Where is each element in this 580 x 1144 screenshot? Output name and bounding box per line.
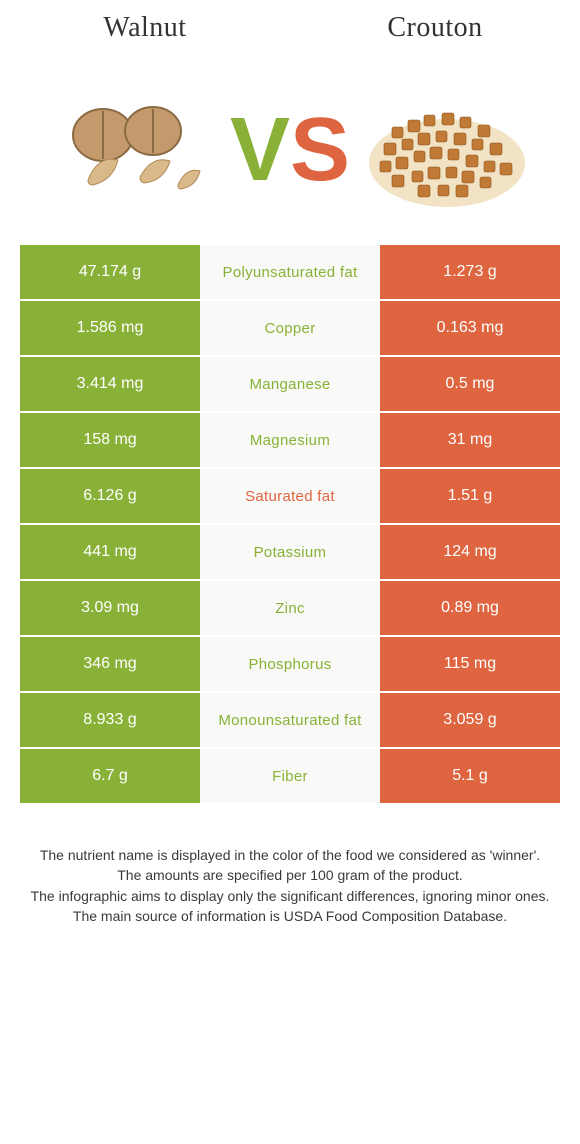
vs-s: S: [290, 100, 350, 200]
right-value: 115 mg: [380, 637, 560, 691]
title-left: Walnut: [0, 12, 290, 44]
nutrient-name: Potassium: [200, 525, 380, 579]
left-value: 346 mg: [20, 637, 200, 691]
footnote-line: The main source of information is USDA F…: [30, 906, 550, 926]
table-row: 47.174 gPolyunsaturated fat1.273 g: [20, 245, 560, 299]
left-value: 6.7 g: [20, 749, 200, 803]
footnote-line: The nutrient name is displayed in the co…: [30, 845, 550, 865]
table-row: 158 mgMagnesium31 mg: [20, 413, 560, 467]
right-value: 1.51 g: [380, 469, 560, 523]
comparison-table: 47.174 gPolyunsaturated fat1.273 g1.586 …: [0, 245, 580, 803]
nutrient-name: Phosphorus: [200, 637, 380, 691]
header-image-row: VS: [0, 55, 580, 245]
table-row: 6.126 gSaturated fat1.51 g: [20, 469, 560, 523]
table-row: 8.933 gMonounsaturated fat3.059 g: [20, 693, 560, 747]
left-value: 3.09 mg: [20, 581, 200, 635]
left-value: 1.586 mg: [20, 301, 200, 355]
nutrient-name: Monounsaturated fat: [200, 693, 380, 747]
right-value: 31 mg: [380, 413, 560, 467]
right-value: 1.273 g: [380, 245, 560, 299]
left-value: 47.174 g: [20, 245, 200, 299]
nutrient-name: Polyunsaturated fat: [200, 245, 380, 299]
vs-v: V: [230, 100, 290, 200]
nutrient-name: Magnesium: [200, 413, 380, 467]
table-row: 3.414 mgManganese0.5 mg: [20, 357, 560, 411]
crouton-image: [362, 85, 532, 215]
title-row: Walnut Crouton: [0, 0, 580, 55]
right-value: 124 mg: [380, 525, 560, 579]
nutrient-name: Zinc: [200, 581, 380, 635]
footnote-line: The infographic aims to display only the…: [30, 886, 550, 906]
left-value: 158 mg: [20, 413, 200, 467]
left-value: 441 mg: [20, 525, 200, 579]
right-value: 3.059 g: [380, 693, 560, 747]
left-value: 8.933 g: [20, 693, 200, 747]
left-value: 6.126 g: [20, 469, 200, 523]
right-value: 5.1 g: [380, 749, 560, 803]
footnote-line: The amounts are specified per 100 gram o…: [30, 865, 550, 885]
table-row: 3.09 mgZinc0.89 mg: [20, 581, 560, 635]
nutrient-name: Saturated fat: [200, 469, 380, 523]
left-value: 3.414 mg: [20, 357, 200, 411]
vs-label: VS: [218, 105, 362, 195]
right-value: 0.163 mg: [380, 301, 560, 355]
footnotes: The nutrient name is displayed in the co…: [0, 805, 580, 926]
table-row: 6.7 gFiber5.1 g: [20, 749, 560, 803]
table-row: 441 mgPotassium124 mg: [20, 525, 560, 579]
nutrient-name: Fiber: [200, 749, 380, 803]
nutrient-name: Manganese: [200, 357, 380, 411]
walnut-image: [48, 85, 218, 215]
title-right: Crouton: [290, 12, 580, 44]
nutrient-name: Copper: [200, 301, 380, 355]
table-row: 346 mgPhosphorus115 mg: [20, 637, 560, 691]
right-value: 0.5 mg: [380, 357, 560, 411]
right-value: 0.89 mg: [380, 581, 560, 635]
table-row: 1.586 mgCopper0.163 mg: [20, 301, 560, 355]
